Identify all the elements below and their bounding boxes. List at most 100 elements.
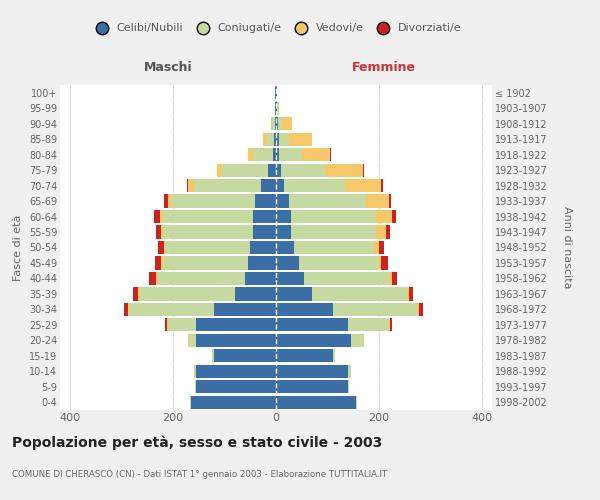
Bar (275, 117, 276, 130)
Bar (276, 226, 292, 238)
Bar (281, 117, 292, 130)
Bar (188, 334, 196, 347)
Bar (409, 288, 413, 300)
Bar (260, 179, 276, 192)
Bar (356, 396, 357, 409)
Bar (304, 272, 389, 285)
Bar (350, 334, 364, 347)
Text: Popolazione per età, sesso e stato civile - 2003: Popolazione per età, sesso e stato civil… (12, 435, 382, 450)
Bar (376, 210, 392, 223)
Bar (154, 210, 160, 223)
Bar (276, 164, 281, 176)
Bar (214, 350, 276, 362)
Bar (190, 396, 191, 409)
Bar (292, 210, 376, 223)
Bar (276, 179, 284, 192)
Bar (187, 179, 188, 192)
Bar (212, 350, 214, 362)
Bar (392, 272, 397, 285)
Bar (267, 132, 274, 145)
Bar (161, 256, 163, 270)
Bar (194, 364, 196, 378)
Bar (196, 380, 276, 394)
Bar (188, 179, 194, 192)
Bar (278, 148, 302, 161)
Bar (155, 256, 161, 270)
Bar (379, 241, 384, 254)
Bar (294, 241, 374, 254)
Bar (149, 272, 156, 285)
Bar (276, 132, 278, 145)
Bar (348, 364, 350, 378)
Bar (163, 256, 248, 270)
Bar (170, 194, 256, 207)
Bar (419, 303, 423, 316)
Bar (272, 117, 275, 130)
Bar (217, 164, 222, 176)
Y-axis label: Anni di nascita: Anni di nascita (562, 206, 572, 288)
Bar (250, 241, 276, 254)
Bar (274, 132, 276, 145)
Bar (389, 272, 392, 285)
Bar (276, 350, 332, 362)
Bar (418, 303, 419, 316)
Bar (268, 164, 276, 176)
Bar (156, 226, 161, 238)
Bar (276, 364, 348, 378)
Bar (278, 102, 279, 115)
Bar (289, 194, 366, 207)
Bar (158, 272, 245, 285)
Bar (166, 318, 167, 332)
Bar (253, 148, 274, 161)
Bar (253, 226, 276, 238)
Bar (167, 318, 168, 332)
Bar (325, 164, 364, 176)
Legend: Celibi/Nubili, Coniugati/e, Vedovi/e, Divorziati/e: Celibi/Nubili, Coniugati/e, Vedovi/e, Di… (86, 19, 466, 38)
Bar (274, 148, 276, 161)
Bar (166, 241, 250, 254)
Bar (161, 226, 163, 238)
Bar (284, 179, 346, 192)
Bar (390, 318, 392, 332)
Bar (389, 318, 390, 332)
Bar (281, 164, 325, 176)
Text: Femmine: Femmine (352, 61, 416, 74)
Bar (382, 179, 383, 192)
Bar (348, 380, 349, 394)
Bar (196, 318, 276, 332)
Bar (332, 350, 335, 362)
Bar (222, 164, 268, 176)
Bar (276, 288, 312, 300)
Bar (138, 288, 140, 300)
Bar (276, 380, 348, 394)
Bar (302, 148, 330, 161)
Bar (140, 288, 235, 300)
Bar (158, 241, 164, 254)
Bar (312, 288, 407, 300)
Bar (276, 210, 292, 223)
Bar (196, 334, 276, 347)
Bar (191, 396, 276, 409)
Bar (276, 241, 294, 254)
Bar (128, 303, 130, 316)
Bar (164, 241, 166, 254)
Bar (276, 256, 299, 270)
Bar (194, 179, 260, 192)
Bar (253, 210, 276, 223)
Bar (292, 226, 376, 238)
Bar (392, 210, 396, 223)
Bar (271, 117, 272, 130)
Bar (245, 272, 276, 285)
Bar (278, 117, 281, 130)
Text: COMUNE DI CHERASCO (CN) - Dati ISTAT 1° gennaio 2003 - Elaborazione TUTTITALIA.I: COMUNE DI CHERASCO (CN) - Dati ISTAT 1° … (12, 470, 387, 479)
Bar (289, 132, 312, 145)
Bar (389, 194, 391, 207)
Bar (407, 288, 409, 300)
Bar (276, 334, 350, 347)
Bar (124, 303, 128, 316)
Bar (168, 318, 196, 332)
Text: Maschi: Maschi (143, 61, 193, 74)
Bar (276, 148, 278, 161)
Bar (386, 226, 389, 238)
Bar (133, 288, 138, 300)
